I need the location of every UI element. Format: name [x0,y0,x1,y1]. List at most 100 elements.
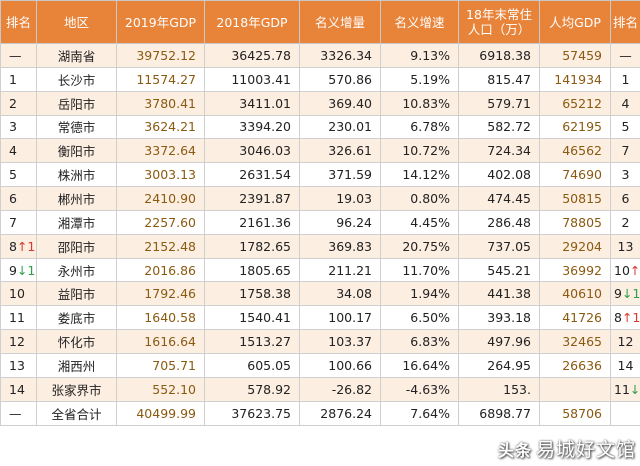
growth-cell: 5.19% [380,66,459,92]
growth-cell: 4.45% [380,209,459,235]
per-capita-rank-change-indicator: ↑1 [629,262,640,278]
gdp-2018-cell: 2631.54 [204,162,300,188]
gdp-2018-cell: 3046.03 [204,138,300,164]
gdp-2018-cell: 1782.65 [204,233,300,259]
increment-cell: 100.17 [299,305,381,331]
increment-cell: 369.40 [299,90,381,116]
per-capita-gdp-cell: 74690 [539,162,611,188]
per-capita-gdp-cell: 32465 [539,329,611,354]
growth-cell: 6.78% [380,114,459,140]
rank-value: 13 [9,357,25,373]
population-cell: 545.21 [458,257,540,283]
header-gdp-2019: 2019年GDP [116,0,205,44]
per-capita-gdp-cell: 65212 [539,90,611,116]
gdp-ranking-table: 排名 地区 2019年GDP 2018年GDP 名义增量 名义增速 18年末常住… [0,0,640,426]
gdp-2019-cell: 552.10 [116,376,205,402]
region-cell: 株洲市 [36,162,117,188]
per-capita-rank-cell: 11↓1 [610,376,640,402]
table-row: 1 长沙市 11574.27 11003.41 570.86 5.19% 815.47 141… [0,66,640,92]
per-capita-gdp-cell: 50815 [539,186,611,211]
table-row: 4 衡阳市 3372.64 3046.03 326.61 10.72% 724.34 4656… [0,138,640,164]
rank-cell: 10 [0,281,37,307]
header-population: 18年末常住 人口（万） [458,0,540,44]
population-cell: 582.72 [458,114,540,140]
watermark: 头条 易城好文馆 [498,435,636,462]
rank-value: 11 [9,310,25,326]
rank-cell: — [0,43,37,68]
population-cell: 286.48 [458,209,540,235]
per-capita-rank-value: 1 [621,71,630,87]
rank-change-indicator: ↓1 [16,262,36,278]
population-cell: 737.05 [458,233,540,259]
rank-cell: 14 [0,376,37,402]
rank-cell: 3 [0,114,37,140]
rank-value: 14 [9,381,25,397]
per-capita-rank-change-indicator: ↓1 [621,286,640,302]
table-row: — 全省合计 40499.99 37623.75 2876.24 7.64% 6898.77… [0,400,640,426]
per-capita-rank-cell: 10↑1 [610,257,640,283]
per-capita-rank-cell: 9↓1 [610,281,640,307]
per-capita-rank-cell: 14 [610,352,640,378]
per-capita-rank-cell: — [610,43,640,68]
growth-cell: -4.63% [380,376,459,402]
population-cell: 393.18 [458,305,540,331]
population-cell: 402.08 [458,162,540,188]
gdp-2019-cell: 2152.48 [116,233,205,259]
gdp-2019-cell: 39752.12 [116,43,205,68]
region-cell: 衡阳市 [36,138,117,164]
gdp-2018-cell: 1805.65 [204,257,300,283]
increment-cell: -26.82 [299,376,381,402]
per-capita-rank-cell: 1 [610,66,640,92]
region-cell: 邵阳市 [36,233,117,259]
gdp-2018-cell: 2391.87 [204,186,300,211]
per-capita-rank-value: 6 [621,190,630,206]
growth-cell: 10.72% [380,138,459,164]
table-row: 2 岳阳市 3780.41 3411.01 369.40 10.83% 579.71 6521… [0,90,640,116]
increment-cell: 103.37 [299,329,381,354]
per-capita-gdp-cell: 62195 [539,114,611,140]
header-nominal-increment: 名义增量 [299,0,381,44]
gdp-2018-cell: 11003.41 [204,66,300,92]
rank-value: — [9,405,22,421]
region-cell: 永州市 [36,257,117,283]
growth-cell: 20.75% [380,233,459,259]
rank-value: 1 [9,71,17,87]
growth-cell: 16.64% [380,352,459,378]
rank-value: 7 [9,214,17,230]
growth-cell: 11.70% [380,257,459,283]
region-cell: 长沙市 [36,66,117,92]
increment-cell: 371.59 [299,162,381,188]
table-row: 12 怀化市 1616.64 1513.27 103.37 6.83% 497.96 3246… [0,329,640,354]
per-capita-rank-cell: 12 [610,329,640,354]
gdp-2018-cell: 605.05 [204,352,300,378]
population-cell: 441.38 [458,281,540,307]
table-row: 8↑1 邵阳市 2152.48 1782.65 369.83 20.75% 737.05 29… [0,233,640,259]
per-capita-rank-value: 7 [621,143,630,159]
rank-cell: 12 [0,329,37,354]
rank-cell: 5 [0,162,37,188]
per-capita-rank-cell: 4 [610,90,640,116]
growth-cell: 1.94% [380,281,459,307]
growth-cell: 14.12% [380,162,459,188]
header-nominal-growth: 名义增速 [380,0,459,44]
per-capita-rank-value: 4 [621,95,630,111]
gdp-2018-cell: 1513.27 [204,329,300,354]
gdp-2018-cell: 2161.36 [204,209,300,235]
per-capita-gdp-cell: 141934 [539,66,611,92]
table-row: 10 益阳市 1792.46 1758.38 34.08 1.94% 441.38 40610… [0,281,640,307]
growth-cell: 0.80% [380,186,459,211]
table-row: 9↓1 永州市 2016.86 1805.65 211.21 11.70% 545.21 36… [0,257,640,283]
region-cell: 怀化市 [36,329,117,354]
rank-value: 6 [9,190,17,206]
rank-value: 10 [9,286,25,302]
table-row: 3 常德市 3624.21 3394.20 230.01 6.78% 582.72 62195… [0,114,640,140]
per-capita-rank-value: 5 [621,119,630,135]
rank-cell: 1 [0,66,37,92]
rank-value: — [9,47,22,63]
header-per-capita-rank: 排名 [610,0,640,44]
rank-cell: — [0,400,37,426]
gdp-2019-cell: 705.71 [116,352,205,378]
rank-cell: 4 [0,138,37,164]
increment-cell: 34.08 [299,281,381,307]
rank-value: 3 [9,119,17,135]
